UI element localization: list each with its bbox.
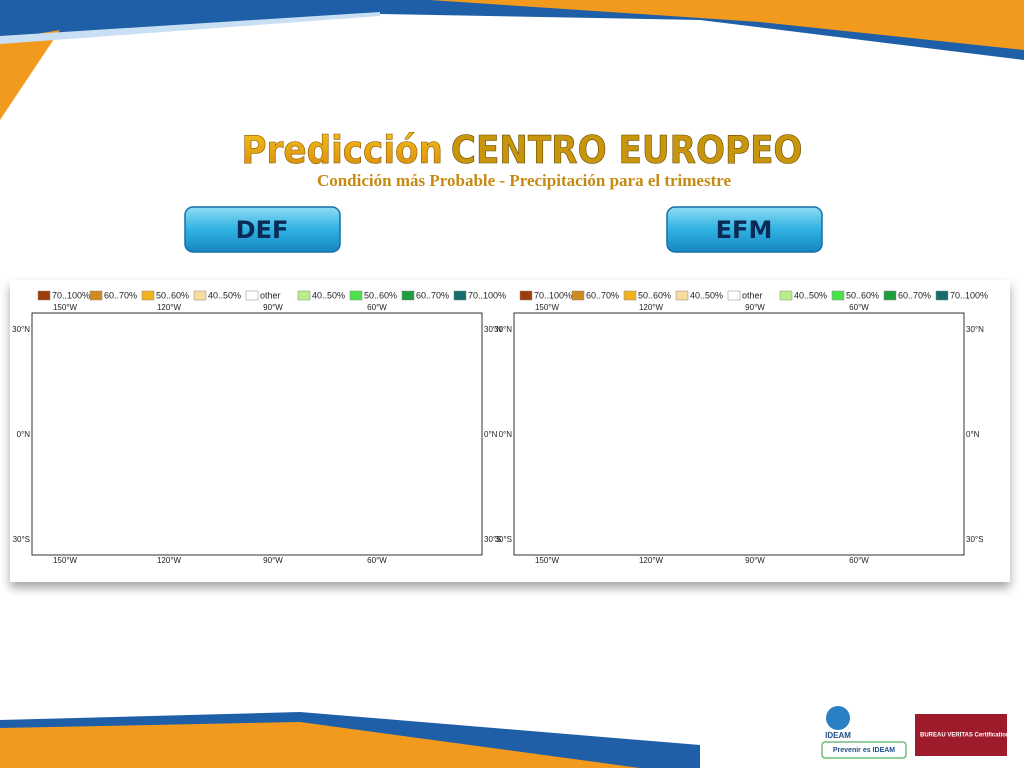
top-band-orange [430,0,1024,50]
legend-swatch [193,290,207,301]
period-label: EFM [716,216,773,244]
lon-label-bottom: 120°W [157,556,182,565]
lat-label-right: 0°N [966,430,980,439]
legend-swatch [401,290,415,301]
legend-swatch [675,290,689,301]
legend-label: 40..50% [312,290,345,300]
legend-label: 70..100% [950,290,988,300]
bureau-badge [915,714,1007,756]
legend-swatch [727,290,741,301]
legend-swatch [245,290,259,301]
ideam-logo: IDEAM [825,731,851,740]
legend-label: 40..50% [208,290,241,300]
legend-swatch [935,290,949,301]
legend-label: 60..70% [104,290,137,300]
legend-label: other [742,290,763,300]
legend-label: 40..50% [690,290,723,300]
subtitle: Condición más Probable - Precipitación p… [317,171,732,190]
legend-label: other [260,290,281,300]
map-frame [513,312,965,556]
top-left-orange [0,30,60,120]
lat-label-left: 0°N [499,430,513,439]
legend-label: 70..100% [468,290,506,300]
legend-swatch [297,290,311,301]
bureau-logo: BUREAU VERITAS Certification [920,733,1010,739]
lon-label-bottom: 90°W [263,556,283,565]
legend-label: 60..70% [898,290,931,300]
legend-label: 50..60% [156,290,189,300]
lat-label-left: 30°S [13,535,30,544]
lon-label-bottom: 60°W [367,556,387,565]
logos: IDEAM Prevenir es IDEAM BUREAU VERITAS C… [821,706,1010,759]
ideam-emblem [826,706,850,730]
period-button [184,206,341,253]
legend-label: 70..100% [534,290,572,300]
lat-label-right: 30°N [966,325,984,334]
lat-label-right: 30°N [484,325,502,334]
lon-label-top: 150°W [53,303,78,312]
prevenir-logo: Prevenir es IDEAM [833,747,895,754]
legend-label: 70..100% [52,290,90,300]
lon-label-top: 120°W [639,303,664,312]
legend-label: 50..60% [846,290,879,300]
lon-label-top: 150°W [535,303,560,312]
legend-swatch [141,290,155,301]
legend-swatch [453,290,467,301]
lon-label-bottom: 90°W [745,556,765,565]
map-block: EFM 70..100% 60..70% 50..60% 40..50% other 40.… [494,206,988,565]
lat-label-right: 30°S [484,535,501,544]
legend-label: 50..60% [364,290,397,300]
legend-swatch [831,290,845,301]
legend-swatch [519,290,533,301]
legend-swatch [89,290,103,301]
lat-label-right: 30°S [966,535,983,544]
legend-swatch [779,290,793,301]
maps-panel [10,280,1010,582]
lon-label-bottom: 150°W [53,556,78,565]
period-button [666,206,823,253]
lon-label-bottom: 150°W [535,556,560,565]
legend-swatch [571,290,585,301]
lon-label-bottom: 60°W [849,556,869,565]
bottom-band-orange [0,722,640,768]
legend-label: 60..70% [586,290,619,300]
prevenir-badge [821,741,907,759]
map-frame [31,312,483,556]
lat-label-left: 30°N [12,325,30,334]
lat-label-left: 0°N [17,430,31,439]
map-block: DEF 70..100% 60..70% 50..60% 40..50% other 40.… [12,206,506,565]
lat-label-left: 30°N [494,325,512,334]
legend-label: 50..60% [638,290,671,300]
maps: DEF 70..100% 60..70% 50..60% 40..50% other 40.… [12,206,988,565]
lon-label-top: 120°W [157,303,182,312]
lon-label-top: 60°W [367,303,387,312]
lon-label-top: 90°W [263,303,283,312]
title: Predicción CENTRO EUROPEO [242,128,803,172]
period-label: DEF [236,216,289,244]
lon-label-top: 90°W [745,303,765,312]
legend-swatch [37,290,51,301]
legend-swatch [883,290,897,301]
legend-label: 60..70% [416,290,449,300]
lat-label-right: 0°N [484,430,498,439]
lon-label-top: 60°W [849,303,869,312]
top-stripe [0,12,380,44]
lon-label-bottom: 120°W [639,556,664,565]
legend-label: 40..50% [794,290,827,300]
legend-swatch [623,290,637,301]
legend-swatch [349,290,363,301]
lat-label-left: 30°S [495,535,512,544]
